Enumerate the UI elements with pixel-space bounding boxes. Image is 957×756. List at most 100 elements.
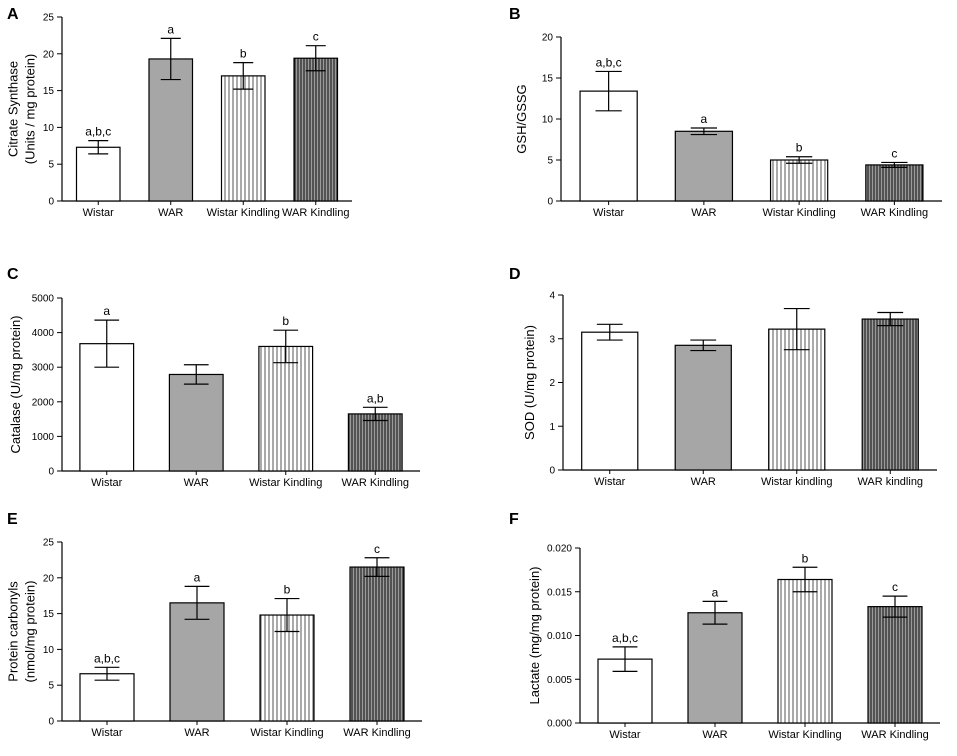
- category-label: Wistar: [91, 727, 123, 739]
- y-tick-label: 0: [547, 197, 553, 208]
- panel-letter: D: [509, 266, 521, 283]
- y-tick-label: 1000: [32, 432, 55, 443]
- error-bar: [881, 161, 908, 168]
- error-bar: [702, 600, 728, 625]
- bar-war-kindling: [865, 164, 924, 202]
- category-label: Wistar kindling: [761, 476, 833, 488]
- y-tick-label: 0: [48, 717, 54, 728]
- y-tick-label: 0.005: [547, 675, 572, 686]
- y-tick-label: 5: [547, 156, 553, 167]
- category-label: WAR kindling: [857, 476, 923, 488]
- bar-war: [674, 130, 734, 202]
- error-bar: [792, 566, 818, 593]
- chart-svg-d: D 0 1 2 3 4 SOD (U/mg protein) Wistar WAR Wistar …: [509, 266, 937, 488]
- bar-wistar: [581, 331, 639, 471]
- category-label: Wistar: [609, 729, 641, 741]
- y-tick-label: 25: [43, 538, 55, 549]
- category-label: Wistar: [594, 476, 626, 488]
- error-bar: [596, 323, 623, 341]
- y-tick-label: 2: [549, 378, 555, 389]
- error-bar: [160, 37, 181, 81]
- category-label: WAR: [184, 727, 209, 739]
- y-tick-label: 5: [48, 160, 54, 171]
- y-tick-label: 0.015: [547, 587, 572, 598]
- significance-label: a: [103, 304, 110, 318]
- error-bar: [882, 595, 908, 618]
- panel-letter: E: [7, 511, 18, 528]
- bar-wistar-kindling: [769, 159, 829, 202]
- category-label: Wistar: [83, 207, 115, 219]
- error-bar: [595, 70, 622, 112]
- significance-label: a,b,c: [612, 631, 638, 645]
- error-bar: [877, 311, 904, 327]
- error-bar: [233, 62, 254, 90]
- chart-svg-a: A 0 5 10 15 20 25 Citrate Synthase (Units / mg p…: [6, 6, 352, 219]
- bar-war-kindling: [347, 413, 403, 472]
- significance-label: c: [313, 30, 319, 44]
- y-tick-label: 2000: [32, 397, 55, 408]
- category-label: Wistar Kindling: [762, 207, 835, 219]
- significance-label: a: [167, 22, 174, 36]
- bar-war: [168, 373, 224, 472]
- y-tick-label: 10: [43, 645, 55, 656]
- y-axis-label: SOD (U/mg protein): [522, 325, 537, 440]
- bar-war: [148, 58, 194, 202]
- category-label: WAR: [691, 207, 716, 219]
- category-label: Wistar Kindling: [768, 729, 841, 741]
- category-label: Wistar: [593, 207, 625, 219]
- y-tick-label: 20: [43, 573, 55, 584]
- significance-label: a: [194, 570, 201, 584]
- y-tick-label: 15: [43, 86, 55, 97]
- chart-panel-e: E 0 5 10 15 20 25 Protein carbonyls (nmol/mg pro…: [0, 500, 480, 751]
- bar-wistar: [79, 673, 135, 722]
- category-label: WAR Kindling: [342, 477, 409, 489]
- y-tick-label: 0.020: [547, 544, 572, 555]
- error-bar: [690, 339, 717, 352]
- bar-war-kindling: [349, 566, 405, 722]
- error-bar: [305, 45, 326, 72]
- significance-label: b: [284, 583, 291, 597]
- y-tick-label: 5000: [32, 294, 55, 305]
- error-bar: [273, 329, 299, 364]
- y-tick-label: 0.010: [547, 631, 572, 642]
- bar-wistar-kindling: [777, 578, 833, 724]
- significance-label: a: [701, 112, 708, 126]
- y-tick-label: 15: [542, 74, 554, 85]
- y-axis-label: GSH/GSSG: [514, 84, 529, 153]
- bar-wistar: [75, 146, 121, 202]
- error-bar: [94, 666, 120, 681]
- y-tick-label: 10: [43, 123, 55, 134]
- category-label: WAR: [702, 729, 727, 741]
- category-label: WAR Kindling: [282, 207, 349, 219]
- panel-letter: C: [7, 266, 19, 283]
- error-bar: [184, 585, 210, 620]
- y-axis-label: Citrate Synthase: [6, 61, 21, 157]
- category-label: WAR: [158, 207, 183, 219]
- y-axis-label: Protein carbonyls: [6, 581, 21, 682]
- bar-wistar-kindling: [259, 614, 315, 722]
- y-axis-label: (Units / mg protein): [23, 54, 38, 165]
- y-tick-label: 0: [549, 466, 555, 477]
- y-tick-label: 0: [48, 467, 54, 478]
- significance-label: c: [892, 580, 898, 594]
- category-label: WAR Kindling: [861, 207, 928, 219]
- category-label: Wistar Kindling: [207, 207, 280, 219]
- bar-wistar-kindling: [768, 328, 826, 471]
- bar-wistar-kindling: [220, 75, 266, 202]
- y-axis-label: Catalase (U/mg protein): [8, 316, 23, 454]
- significance-label: a,b,c: [85, 125, 111, 139]
- significance-label: b: [796, 141, 803, 155]
- chart-panel-b: B 0 5 10 15 20 GSH/GSSG a,b,c Wistar a WAR b Wistar …: [480, 0, 957, 250]
- significance-label: a,b: [367, 391, 384, 405]
- category-label: WAR Kindling: [861, 729, 928, 741]
- error-bar: [690, 127, 718, 136]
- category-label: Wistar: [91, 477, 123, 489]
- category-label: Wistar Kindling: [249, 477, 322, 489]
- bar-war-kindling: [293, 57, 339, 202]
- significance-label: a,b,c: [94, 651, 120, 665]
- category-label: WAR: [691, 476, 716, 488]
- chart-panel-c: C 0 1000 2000 3000 4000 5000 Catalase (U/mg pro…: [0, 250, 480, 500]
- significance-label: c: [891, 146, 897, 160]
- y-axis-label: Lactate (mg/mg protein): [527, 566, 542, 704]
- chart-svg-f: F 0.000 0.005 0.010 0.015 0.020 Lactate (mg/mg…: [509, 511, 940, 741]
